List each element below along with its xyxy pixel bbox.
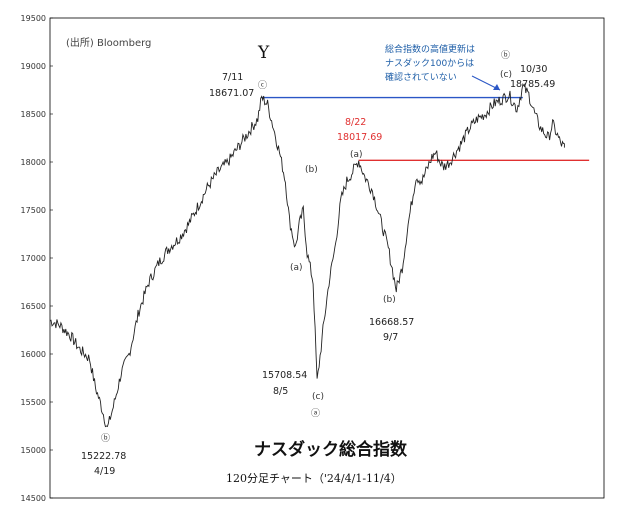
wave-c-top: (c) [500, 70, 512, 80]
wave-label-y: Y [257, 43, 270, 63]
y-tick-label: 19500 [21, 14, 46, 23]
y-tick-label: 17000 [21, 254, 46, 263]
y-tick-label: 19000 [21, 62, 46, 71]
wave-a-left: (a) [290, 263, 303, 273]
annot-7-11-date: 7/11 [222, 72, 243, 83]
note-line-2: ナスダック100からは [385, 57, 474, 69]
y-tick-label: 16000 [21, 350, 46, 359]
annot-8-22-date: 8/22 [345, 117, 366, 128]
note-line-1: 総合指数の高値更新は [385, 43, 475, 55]
note-line-3: 確認されていない [385, 71, 457, 83]
note-arrowhead [493, 84, 500, 90]
wave-c-circle: ⓒ [258, 80, 267, 91]
wave-a-circle: ⓐ [311, 408, 320, 419]
annot-4-19-date: 4/19 [94, 466, 115, 477]
y-tick-label: 18000 [21, 158, 46, 167]
wave-b-circle-low: ⓑ [101, 433, 110, 444]
price-line [49, 82, 565, 428]
y-tick-label: 15000 [21, 446, 46, 455]
wave-c-low: (c) [312, 392, 324, 402]
annot-10-30-date: 10/30 [520, 64, 547, 75]
y-tick-label: 16500 [21, 302, 46, 311]
source-label: (出所) Bloomberg [66, 36, 151, 49]
wave-b-left: (b) [305, 165, 318, 175]
annot-9-7-value: 16668.57 [369, 317, 414, 328]
wave-a-mid: (a) [350, 150, 363, 160]
annot-8-5-date: 8/5 [273, 386, 288, 397]
annot-9-7-date: 9/7 [383, 332, 398, 343]
y-tick-label: 15500 [21, 398, 46, 407]
y-tick-label: 17500 [21, 206, 46, 215]
wave-b-circle-top: ⓑ [501, 50, 510, 61]
annot-4-19-value: 15222.78 [81, 451, 126, 462]
chart-subtitle: 120分足チャート（'24/4/1-11/4） [226, 472, 402, 485]
y-tick-label: 14500 [21, 494, 46, 503]
plot-frame [49, 17, 605, 499]
y-axis: 14500 15000 15500 16000 16500 17000 17500 18000… [21, 14, 53, 503]
annot-8-22-value: 18017.69 [337, 132, 382, 143]
annot-10-30-value: 18785.49 [510, 79, 555, 90]
y-tick-label: 18500 [21, 110, 46, 119]
chart-title: ナスダック総合指数 [254, 439, 408, 460]
reference-lines [261, 96, 590, 162]
annot-8-5-value: 15708.54 [262, 370, 307, 381]
annot-7-11-value: 18671.07 [209, 88, 254, 99]
wave-b-9-7: (b) [383, 295, 396, 305]
